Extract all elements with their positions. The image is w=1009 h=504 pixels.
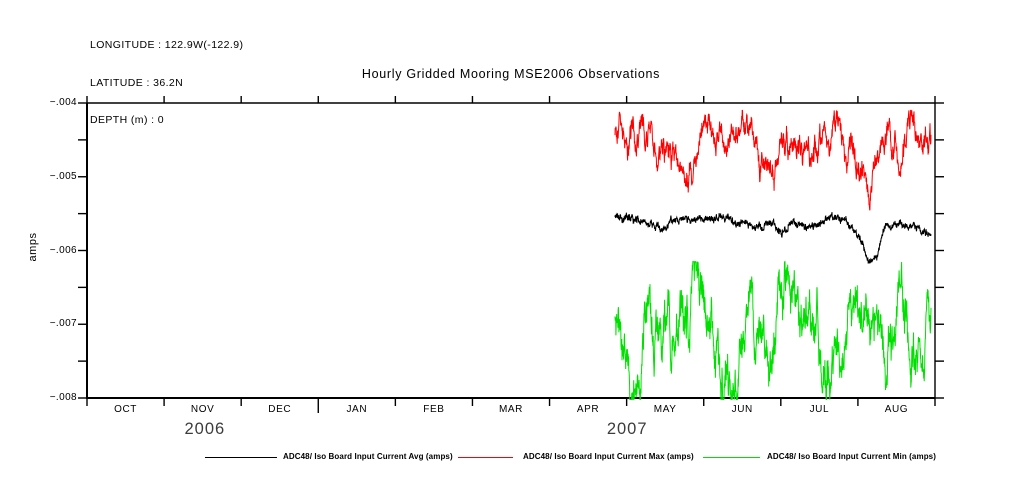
legend-label-max: ADC48/ Iso Board Input Current Max (amps…: [523, 452, 694, 461]
y-tick-label: −.006: [49, 244, 77, 256]
year-label: 2007: [606, 420, 648, 438]
chart-title: Hourly Gridded Mooring MSE2006 Observati…: [361, 67, 661, 81]
month-label: AUG: [884, 404, 909, 415]
axis-ticks: [78, 96, 944, 413]
depth-text: DEPTH (m) : 0: [90, 114, 165, 126]
station-info: LONGITUDE : 122.9W(-122.9) LATITUDE : 36…: [90, 14, 243, 152]
month-label: OCT: [114, 404, 137, 415]
legend-line-avg: [205, 457, 277, 458]
data-series: [614, 109, 932, 400]
month-label: APR: [576, 404, 600, 415]
year-label: 2006: [184, 420, 226, 438]
latitude-text: LATITUDE : 36.2N: [90, 76, 184, 89]
month-label: JUL: [809, 404, 830, 415]
month-label: MAR: [498, 404, 524, 415]
month-label: MAY: [653, 404, 677, 415]
month-label: JUN: [731, 404, 753, 415]
legend-label-min: ADC48/ Iso Board Input Current Min (amps…: [767, 452, 936, 461]
y-tick-label: −.004: [49, 97, 77, 108]
month-label: DEC: [268, 404, 292, 415]
month-label: FEB: [423, 404, 445, 415]
y-tick-label: −.008: [49, 392, 77, 403]
y-tick-label: −.005: [49, 170, 77, 182]
legend-label-avg: ADC48/ Iso Board Input Current Avg (amps…: [283, 452, 453, 461]
longitude-text: LONGITUDE : 122.9W(-122.9): [90, 39, 244, 51]
legend-line-max: [458, 457, 513, 458]
month-label: NOV: [190, 404, 215, 415]
month-label: JAN: [346, 404, 368, 415]
legend-line-min: [703, 457, 760, 458]
y-tick-label: −.007: [49, 318, 77, 330]
legend: ADC48/ Iso Board Input Current Avg (amps…: [0, 450, 1009, 466]
